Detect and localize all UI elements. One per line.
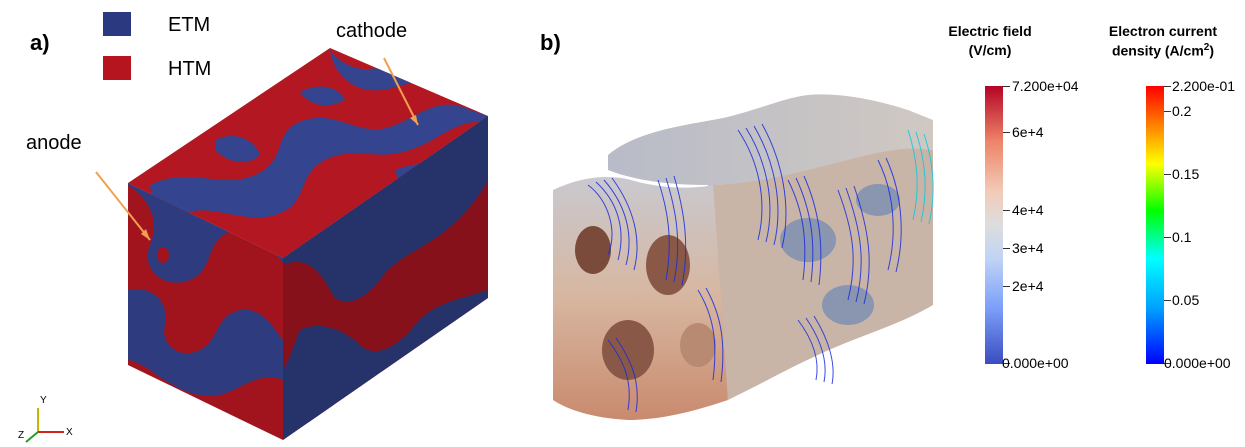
ec-tickmark-0.1 xyxy=(1164,237,1171,238)
axis-z-label: Z xyxy=(18,430,25,441)
ec-tick-min: 0.000e+00 xyxy=(1164,355,1231,371)
ef-tick-min: 0.000e+00 xyxy=(1002,355,1069,371)
electron-current-title-superscript: 2 xyxy=(1203,41,1210,53)
electric-field-title-line1: Electric field xyxy=(948,23,1032,39)
ef-tick-max: 7.200e+04 xyxy=(1012,78,1079,94)
ef-tickmark-max xyxy=(1003,86,1010,87)
ef-tick-2e4: 2e+4 xyxy=(1012,278,1044,294)
etm-legend-swatch xyxy=(103,12,131,36)
ec-tickmark-min xyxy=(1164,363,1171,364)
electron-current-title-line2: density (A/cm2) xyxy=(1088,41,1238,61)
etm-legend-label: ETM xyxy=(168,14,211,36)
ef-tickmark-3e4 xyxy=(1003,248,1010,249)
electric-field-colorbar-title: Electric field (V/cm) xyxy=(930,22,1050,60)
ec-tick-0.1: 0.1 xyxy=(1172,229,1192,245)
ef-tickmark-4e4 xyxy=(1003,210,1010,211)
ef-tick-6e4: 6e+4 xyxy=(1012,124,1044,140)
ef-tick-3e4: 3e+4 xyxy=(1012,240,1044,256)
panel-b-label: b) xyxy=(540,30,561,55)
panel-a-label: a) xyxy=(30,30,50,55)
electron-current-title-line2-prefix: density (A/cm xyxy=(1111,42,1204,59)
axes-orientation-triad xyxy=(25,408,64,443)
htm-legend-label: HTM xyxy=(168,58,212,80)
electron-current-title-line1: Electron current xyxy=(1108,23,1218,39)
electron-current-colorbar xyxy=(1146,86,1164,364)
ef-tickmark-6e4 xyxy=(1003,132,1010,133)
electric-field-title-line2: (V/cm) xyxy=(968,41,1012,58)
morphology-cube xyxy=(95,48,488,440)
ef-tickmark-2e4 xyxy=(1003,286,1010,287)
ef-tickmark-min xyxy=(1003,363,1010,364)
ec-tick-0.15: 0.15 xyxy=(1172,166,1200,182)
axis-y-label: Y xyxy=(40,395,47,406)
cathode-annotation: cathode xyxy=(336,20,408,42)
ec-tick-max: 2.200e-01 xyxy=(1172,78,1236,94)
ec-tickmark-0.2 xyxy=(1164,111,1171,112)
ec-tick-0.2: 0.2 xyxy=(1172,103,1192,119)
electron-current-colorbar-title: Electron current density (A/cm2) xyxy=(1088,22,1238,60)
ec-tickmark-max xyxy=(1164,86,1171,87)
ec-tickmark-0.05 xyxy=(1164,300,1171,301)
axis-x-label: X xyxy=(66,427,73,438)
anode-annotation: anode xyxy=(26,132,82,154)
electron-current-title-line2-suffix: ) xyxy=(1209,42,1215,59)
streamline-render xyxy=(553,94,934,420)
ef-tick-4e4: 4e+4 xyxy=(1012,202,1044,218)
htm-legend-swatch xyxy=(103,56,131,80)
ec-tickmark-0.15 xyxy=(1164,174,1171,175)
electric-field-colorbar xyxy=(985,86,1003,364)
ec-tick-0.05: 0.05 xyxy=(1172,292,1200,308)
